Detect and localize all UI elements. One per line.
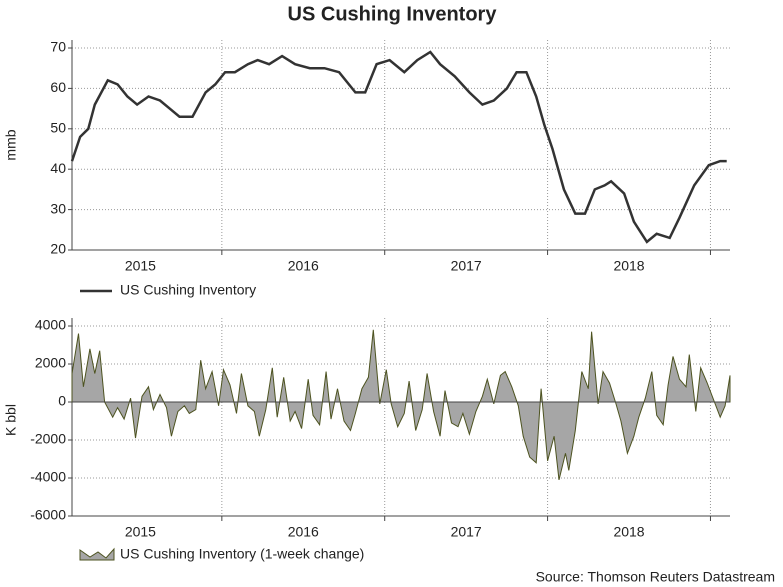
chart-title: US Cushing Inventory — [288, 3, 498, 25]
y-tick-label: -4000 — [30, 469, 66, 485]
line — [70, 50, 727, 244]
y-tick-label: 40 — [50, 160, 66, 176]
legend-swatch — [79, 547, 115, 561]
area — [71, 329, 731, 481]
y-tick-label: -2000 — [30, 431, 66, 447]
y-tick-label: 30 — [50, 200, 66, 216]
source-note: Source: Thomson Reuters Datastream — [536, 569, 775, 585]
y-axis-label: K bbl — [3, 404, 19, 436]
y-tick-label: 60 — [50, 79, 66, 95]
y-tick-label: 0 — [58, 393, 66, 409]
legend-label: US Cushing Inventory — [120, 282, 256, 298]
x-tick-label: 2016 — [288, 258, 319, 274]
x-tick-label: 2017 — [451, 524, 482, 540]
y-tick-label: 4000 — [35, 317, 66, 333]
x-tick-label: 2016 — [288, 524, 319, 540]
x-tick-label: 2017 — [451, 258, 482, 274]
y-tick-label: 50 — [50, 120, 66, 136]
x-tick-label: 2015 — [125, 258, 156, 274]
x-tick-label: 2018 — [613, 524, 644, 540]
legend-label: US Cushing Inventory (1-week change) — [120, 546, 364, 562]
y-axis-label: mmb — [3, 129, 19, 160]
y-tick-label: -6000 — [30, 507, 66, 523]
x-tick-label: 2015 — [125, 524, 156, 540]
x-tick-label: 2018 — [613, 258, 644, 274]
y-tick-label: 2000 — [35, 355, 66, 371]
y-tick-label: 20 — [50, 241, 66, 257]
y-tick-label: 70 — [50, 39, 66, 55]
